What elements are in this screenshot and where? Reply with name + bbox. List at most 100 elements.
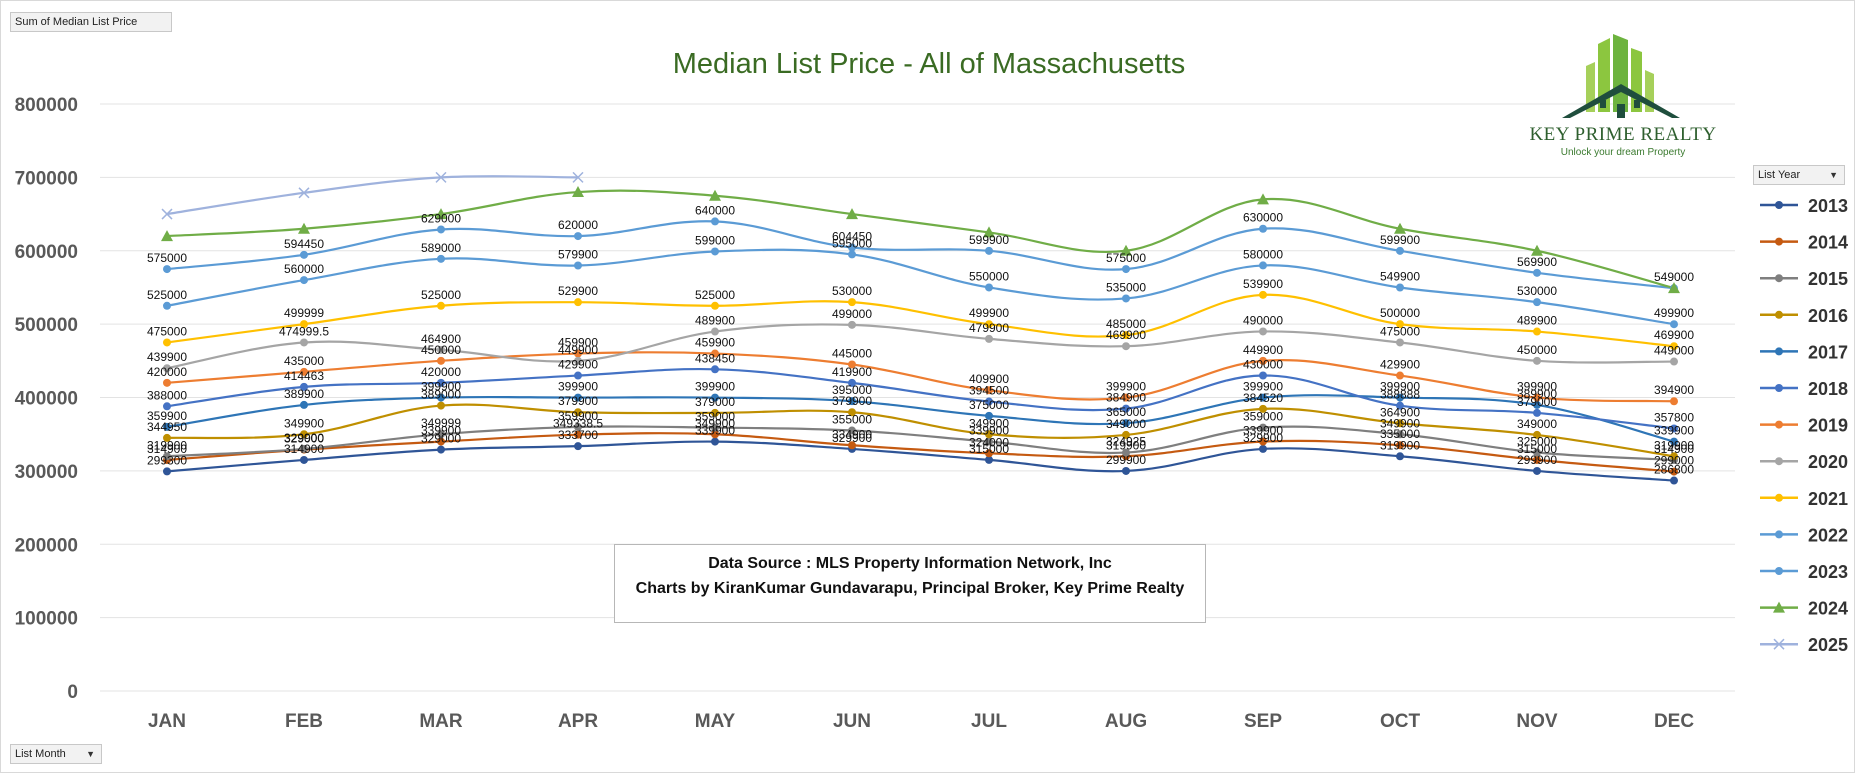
data-label: 399900 xyxy=(558,380,598,394)
series-line-2023 xyxy=(166,220,1675,290)
data-label: 530000 xyxy=(832,284,872,298)
data-label: 384520 xyxy=(1243,391,1283,405)
marker-2016 xyxy=(711,408,719,417)
data-label: 329000 xyxy=(421,432,461,446)
marker-2022 xyxy=(1259,261,1267,270)
data-label: 459900 xyxy=(558,336,598,350)
marker-2021 xyxy=(300,320,308,329)
marker-2015 xyxy=(574,422,582,431)
data-label: 459900 xyxy=(695,336,735,350)
legend-item-2021[interactable]: 2021 xyxy=(1760,489,1848,509)
marker-2017 xyxy=(985,411,993,420)
data-label: 399900 xyxy=(421,380,461,394)
series-field-button[interactable]: List Year ▼ xyxy=(1753,165,1845,185)
legend-item-2018[interactable]: 2018 xyxy=(1760,379,1848,399)
data-label: 339900 xyxy=(421,424,461,438)
marker-2019 xyxy=(985,386,993,395)
x-tick-label: AUG xyxy=(1105,711,1147,732)
legend-marker-icon xyxy=(1773,638,1785,650)
data-label: 349900 xyxy=(284,416,324,430)
marker-2022 xyxy=(163,301,171,310)
axis-field-button[interactable]: List Month ▼ xyxy=(10,744,102,764)
legend-item-2013[interactable]: 2013 xyxy=(1760,196,1848,216)
legend-item-2019[interactable]: 2019 xyxy=(1760,416,1848,436)
data-label: 499999 xyxy=(284,306,324,320)
values-field-button[interactable]: Sum of Median List Price xyxy=(10,12,172,32)
x-tick-label: JAN xyxy=(148,711,186,732)
legend-item-2014[interactable]: 2014 xyxy=(1760,233,1848,253)
legend-label: 2015 xyxy=(1808,269,1848,289)
marker-2025 xyxy=(161,208,173,220)
dropdown-arrow-icon: ▼ xyxy=(1829,170,1838,180)
y-tick-label: 500000 xyxy=(15,315,78,336)
legend-item-2024[interactable]: 2024 xyxy=(1760,599,1848,619)
marker-2017 xyxy=(163,422,171,431)
data-label: 324925 xyxy=(1106,435,1146,449)
marker-2019 xyxy=(1533,393,1541,402)
series-lines xyxy=(166,175,1675,482)
data-label: 620000 xyxy=(558,218,598,232)
marker-2013 xyxy=(1259,444,1267,453)
legend-label: 2017 xyxy=(1808,342,1848,362)
data-label: 379900 xyxy=(558,394,598,408)
marker-2020 xyxy=(1533,356,1541,365)
data-label: 599900 xyxy=(969,233,1009,247)
data-label: 445000 xyxy=(832,346,872,360)
legend-item-2023[interactable]: 2023 xyxy=(1760,562,1848,582)
legend-item-2025[interactable]: 2025 xyxy=(1760,635,1848,655)
marker-2014 xyxy=(985,449,993,458)
marker-2016 xyxy=(437,401,445,410)
data-label: 324000 xyxy=(969,435,1009,449)
data-label: 349900 xyxy=(969,416,1009,430)
marker-2020 xyxy=(1259,327,1267,336)
marker-2019 xyxy=(1670,397,1678,406)
data-label: 349338.5 xyxy=(553,417,603,431)
data-label: 335000 xyxy=(1380,427,1420,441)
data-label: 399900 xyxy=(695,380,735,394)
legend-item-2020[interactable]: 2020 xyxy=(1760,452,1848,472)
marker-2018 xyxy=(300,382,308,391)
data-label: 359900 xyxy=(558,409,598,423)
data-label: 339900 xyxy=(1243,424,1283,438)
marker-2024 xyxy=(572,186,584,198)
data-label: 580000 xyxy=(1243,247,1283,261)
marker-2021 xyxy=(985,320,993,329)
data-label: 489900 xyxy=(1517,314,1557,328)
x-tick-label: MAR xyxy=(419,711,463,732)
marker-2024 xyxy=(1120,244,1132,256)
marker-2013 xyxy=(1533,466,1541,475)
marker-2018 xyxy=(848,378,856,387)
marker-2018 xyxy=(1122,404,1130,413)
legend-marker-icon xyxy=(1775,493,1783,502)
legend-item-2015[interactable]: 2015 xyxy=(1760,269,1848,289)
legend-item-2022[interactable]: 2022 xyxy=(1760,525,1848,545)
data-label: 299000 xyxy=(1654,454,1694,468)
series-field-label: List Year xyxy=(1758,169,1801,181)
marker-2023 xyxy=(300,250,308,259)
marker-2023 xyxy=(163,265,171,274)
data-label: 419900 xyxy=(832,365,872,379)
x-tick-label: JUN xyxy=(833,711,871,732)
marker-2020 xyxy=(300,338,308,347)
marker-2018 xyxy=(711,365,719,374)
data-label: 319900 xyxy=(1654,438,1694,452)
marker-2016 xyxy=(1122,430,1130,439)
marker-2017 xyxy=(437,393,445,402)
data-label: 474999.5 xyxy=(279,324,329,338)
legend-label: 2021 xyxy=(1808,489,1848,509)
legend-label: 2022 xyxy=(1808,525,1848,545)
marker-2021 xyxy=(574,298,582,307)
marker-2022 xyxy=(574,261,582,270)
marker-2021 xyxy=(711,301,719,310)
marker-2022 xyxy=(848,250,856,259)
marker-2018 xyxy=(437,378,445,387)
legend-marker-icon xyxy=(1775,420,1783,429)
marker-2022 xyxy=(300,276,308,285)
data-label: 286800 xyxy=(1654,463,1694,477)
data-label: 469900 xyxy=(1654,328,1694,342)
legend-item-2017[interactable]: 2017 xyxy=(1760,342,1848,362)
series-markers xyxy=(161,171,1680,485)
data-label: 529900 xyxy=(558,284,598,298)
legend-item-2016[interactable]: 2016 xyxy=(1760,306,1848,326)
